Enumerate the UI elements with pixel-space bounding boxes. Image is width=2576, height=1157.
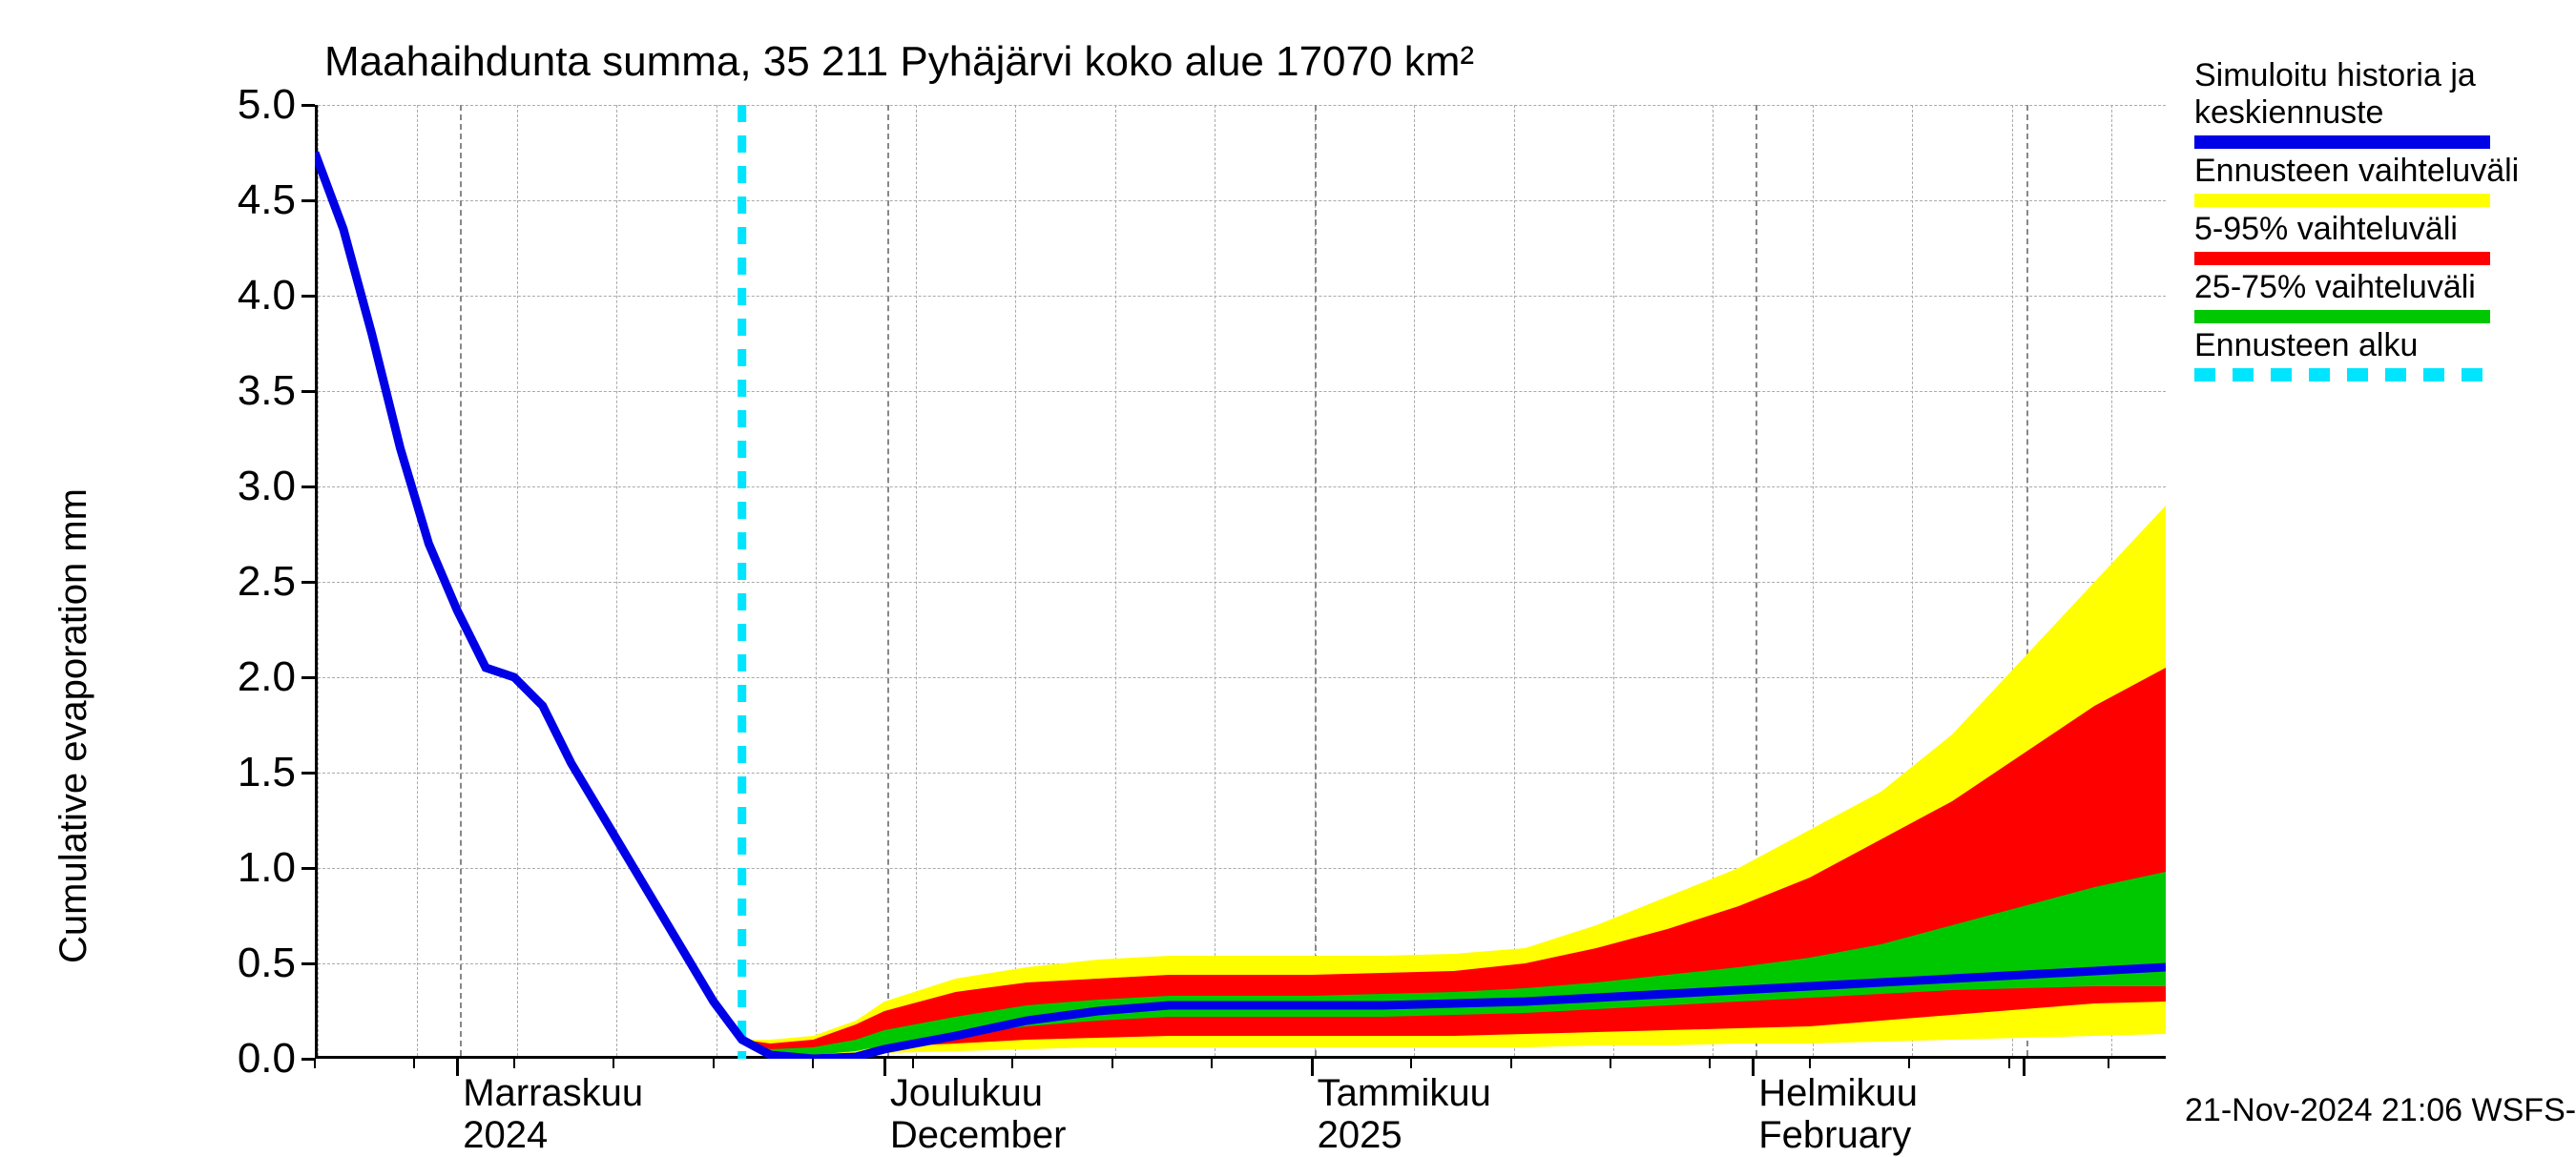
x-tick-label-bottom: 2024 (463, 1114, 548, 1157)
y-tick-label: 5.0 (210, 81, 296, 129)
x-tick-mark-minor (513, 1059, 515, 1068)
x-tick-label-top: Joulukuu (890, 1072, 1043, 1115)
y-tick-label: 2.5 (210, 558, 296, 606)
x-tick-mark-major (456, 1059, 459, 1076)
y-tick-mark (301, 390, 315, 393)
x-tick-label-bottom: February (1758, 1114, 1911, 1157)
x-tick-mark-minor (1410, 1059, 1412, 1068)
x-tick-mark-major (1752, 1059, 1755, 1076)
legend-item: 25-75% vaihteluväli (2194, 269, 2519, 323)
y-tick-mark (301, 104, 315, 107)
y-tick-label: 1.0 (210, 844, 296, 892)
x-tick-mark-minor (1111, 1059, 1113, 1068)
x-tick-mark-minor (2008, 1059, 2010, 1068)
x-tick-mark-minor (1510, 1059, 1512, 1068)
legend-label: keskiennuste (2194, 94, 2519, 132)
x-tick-mark-minor (1211, 1059, 1213, 1068)
x-tick-mark-minor (1908, 1059, 1910, 1068)
legend: Simuloitu historia jakeskiennuste Ennuste… (2194, 57, 2519, 385)
x-tick-label-bottom: 2025 (1318, 1114, 1402, 1157)
timestamp-footer: 21-Nov-2024 21:06 WSFS-O (2185, 1092, 2576, 1129)
legend-swatch (2194, 368, 2490, 382)
x-tick-mark-major (883, 1059, 886, 1076)
y-tick-label: 3.5 (210, 367, 296, 415)
y-tick-mark (301, 676, 315, 679)
legend-item: 5-95% vaihteluväli (2194, 211, 2519, 265)
x-tick-mark-minor (413, 1059, 415, 1068)
y-tick-mark (301, 772, 315, 775)
legend-swatch (2194, 135, 2490, 149)
y-tick-mark (301, 295, 315, 298)
legend-swatch (2194, 194, 2490, 207)
x-tick-mark-minor (713, 1059, 715, 1068)
y-tick-mark (301, 581, 315, 584)
x-tick-mark-major (1311, 1059, 1314, 1076)
y-tick-label: 3.0 (210, 463, 296, 510)
chart-container: Maahaihdunta summa, 35 211 Pyhäjärvi kok… (0, 0, 2576, 1145)
legend-label: 5-95% vaihteluväli (2194, 211, 2519, 248)
y-tick-label: 0.0 (210, 1035, 296, 1083)
x-tick-label-bottom: December (890, 1114, 1067, 1157)
legend-item: Ennusteen vaihteluväli (2194, 153, 2519, 207)
legend-item: Ennusteen alku (2194, 327, 2519, 382)
y-tick-mark (301, 486, 315, 488)
legend-label: Ennusteen vaihteluväli (2194, 153, 2519, 190)
legend-label: Simuloitu historia ja (2194, 57, 2519, 94)
x-tick-mark-minor (314, 1059, 316, 1068)
y-tick-label: 2.0 (210, 653, 296, 701)
y-tick-label: 4.5 (210, 176, 296, 224)
y-tick-mark (301, 199, 315, 202)
x-tick-mark-major (2023, 1059, 2025, 1076)
x-tick-mark-minor (1011, 1059, 1013, 1068)
chart-svg (0, 0, 2576, 1145)
x-tick-mark-minor (613, 1059, 614, 1068)
y-tick-label: 1.5 (210, 749, 296, 796)
x-tick-label-top: Tammikuu (1318, 1072, 1491, 1115)
y-tick-mark (301, 867, 315, 870)
legend-label: 25-75% vaihteluväli (2194, 269, 2519, 306)
legend-label: Ennusteen alku (2194, 327, 2519, 364)
legend-swatch (2194, 252, 2490, 265)
x-tick-mark-minor (2108, 1059, 2109, 1068)
x-tick-mark-minor (812, 1059, 814, 1068)
y-tick-label: 4.0 (210, 272, 296, 320)
x-tick-label-top: Helmikuu (1758, 1072, 1918, 1115)
x-tick-label-top: Marraskuu (463, 1072, 643, 1115)
y-tick-label: 0.5 (210, 940, 296, 987)
x-tick-mark-minor (1709, 1059, 1711, 1068)
x-tick-mark-minor (1610, 1059, 1611, 1068)
y-tick-mark (301, 1058, 315, 1061)
legend-swatch (2194, 310, 2490, 323)
x-tick-mark-minor (1809, 1059, 1811, 1068)
legend-item: Simuloitu historia jakeskiennuste (2194, 57, 2519, 149)
y-tick-mark (301, 962, 315, 965)
x-tick-mark-minor (912, 1059, 914, 1068)
